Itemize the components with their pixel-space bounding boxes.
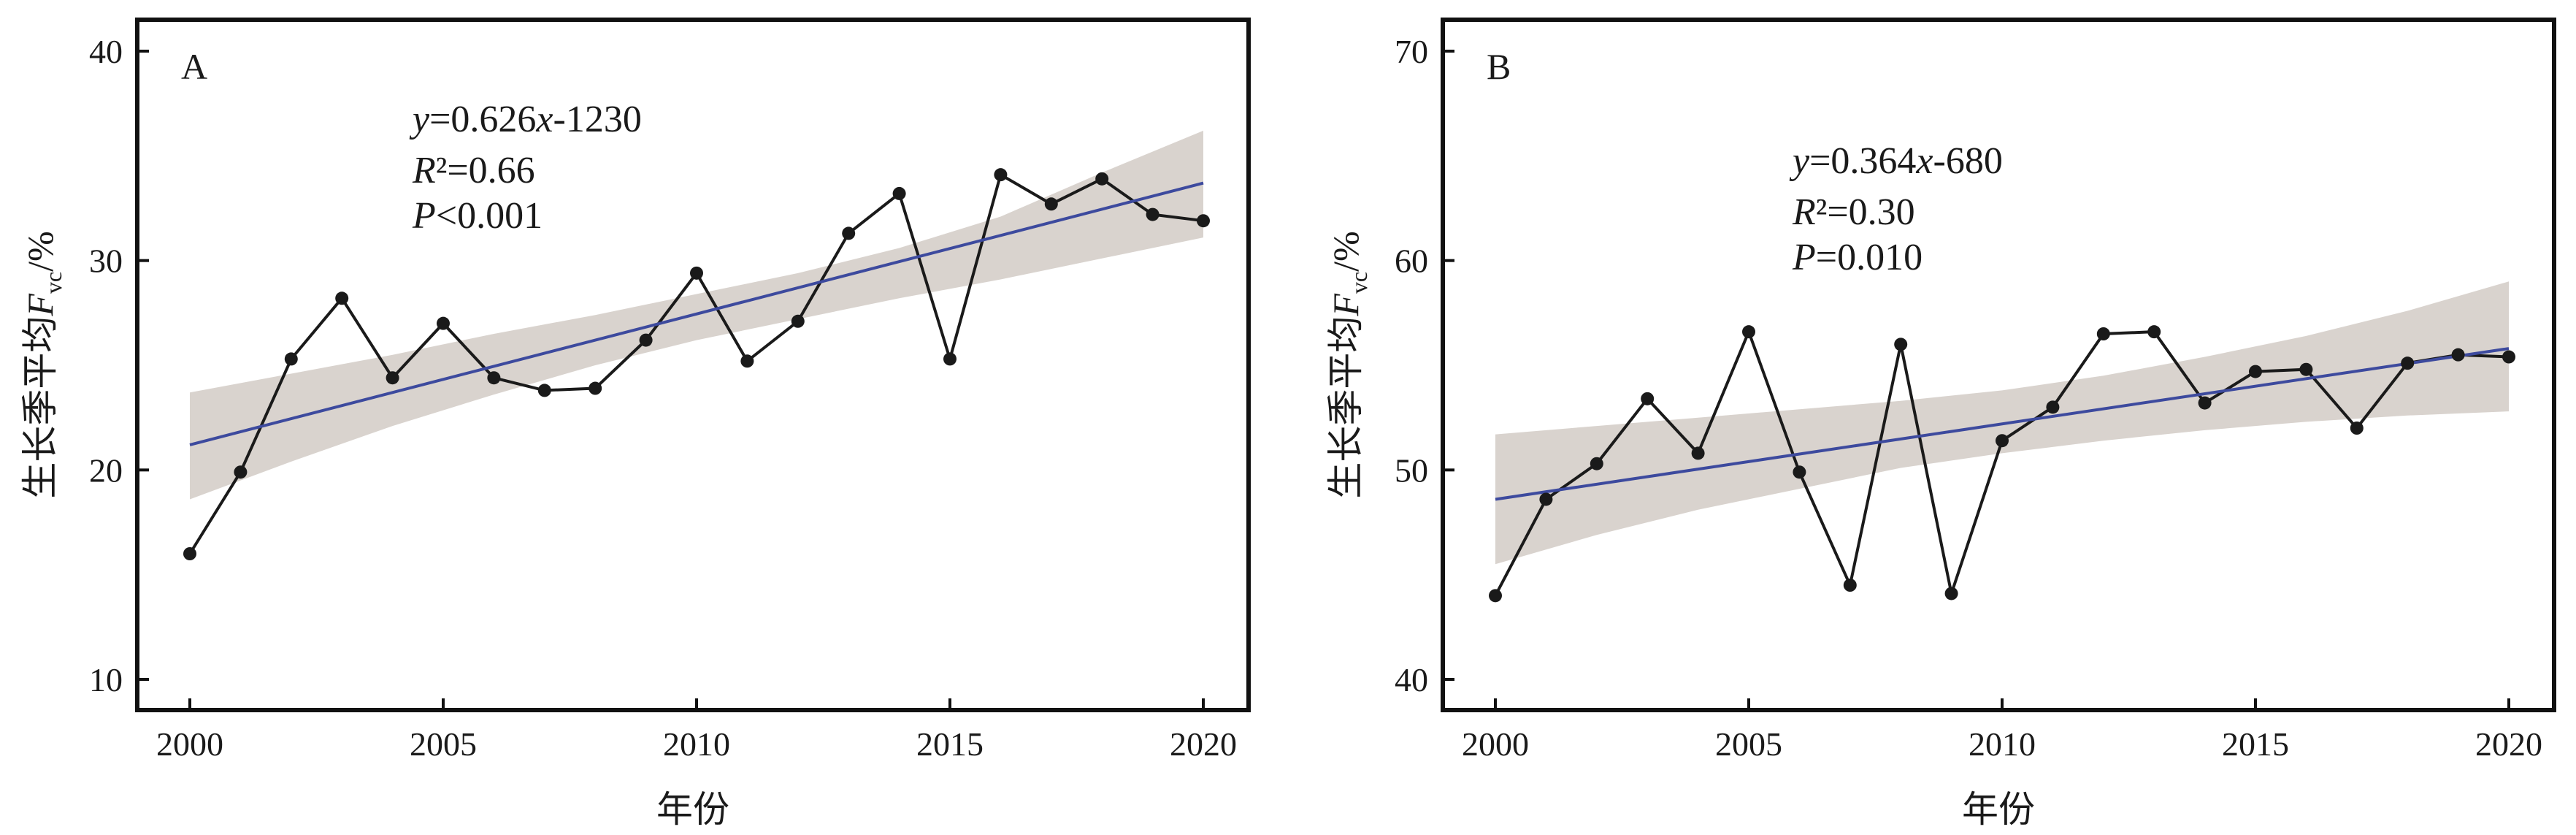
x-axis-title: 年份: [656, 788, 729, 831]
x-tick-label: 2020: [2475, 725, 2542, 763]
x-tick-label: 2010: [1969, 725, 2036, 763]
x-tick-label: 2005: [1715, 725, 1782, 763]
data-point: [943, 352, 957, 366]
plot-frame: [135, 18, 1251, 712]
y-tick-label: 40: [1395, 661, 1428, 698]
data-point: [1843, 579, 1857, 592]
trend-line: [189, 181, 1204, 446]
data-point: [2401, 357, 2415, 370]
data-point: [537, 384, 551, 397]
p-value: P<0.001: [412, 195, 543, 237]
data-point: [690, 266, 703, 280]
data-point: [1197, 214, 1210, 228]
data-point: [1944, 587, 1958, 600]
data-point: [1044, 197, 1058, 211]
data-point: [1590, 457, 1603, 470]
data-point: [740, 354, 754, 368]
y-tick-label: 10: [89, 661, 123, 698]
x-tick-label: 2015: [2222, 725, 2289, 763]
data-point: [1894, 338, 1908, 351]
x-tick-label: 2000: [1462, 725, 1529, 763]
data-point: [1996, 434, 2009, 448]
data-point: [386, 371, 399, 385]
data-point: [1742, 325, 1755, 339]
data-point: [437, 316, 450, 330]
data-point: [1641, 392, 1655, 405]
data-point: [335, 291, 349, 305]
r-squared: R²=0.66: [412, 150, 535, 191]
data-point: [487, 371, 501, 385]
data-point: [2046, 400, 2060, 414]
x-tick-label: 2015: [916, 725, 984, 763]
panel-label: A: [181, 46, 207, 87]
data-point: [2096, 327, 2110, 340]
data-point: [791, 314, 805, 328]
regression-equation: y=0.626x-1230: [409, 99, 642, 140]
data-point: [892, 186, 906, 200]
x-tick-label: 2000: [156, 725, 223, 763]
y-tick-label: 40: [89, 33, 123, 70]
y-axis-title: 生长季平均Fvc/%: [19, 231, 66, 498]
r-squared: R²=0.30: [1792, 191, 1915, 233]
data-point: [284, 352, 298, 366]
data-point: [994, 168, 1008, 182]
data-point: [234, 465, 248, 479]
data-point: [639, 333, 653, 347]
plot-frame: [1441, 18, 2556, 712]
data-point: [842, 226, 856, 240]
data-point: [1691, 446, 1705, 460]
panel-b: 2000 2005 2010 2015 2020 40 50 60 70 B 年份 生长季平均Fvc/…: [1325, 18, 2556, 831]
data-point: [2451, 348, 2465, 362]
y-tick-label: 20: [89, 451, 123, 489]
data-point: [2350, 422, 2364, 435]
data-point: [183, 547, 196, 560]
y-tick-label: 30: [89, 243, 123, 280]
x-tick-label: 2020: [1170, 725, 1237, 763]
panel-a: 2000 2005 2010 2015 2020 10 20 30 40 A 年份 生长季平均Fvc/…: [19, 18, 1251, 831]
data-point: [1146, 207, 1159, 221]
y-tick-label: 50: [1395, 451, 1428, 489]
data-point: [1489, 589, 1502, 603]
data-point: [2502, 350, 2515, 364]
x-axis-title: 年份: [1962, 788, 2035, 831]
y-axis-title: 生长季平均Fvc/%: [1325, 231, 1372, 498]
p-value: P=0.010: [1792, 237, 1923, 278]
data-point: [2198, 396, 2212, 410]
x-tick-label: 2005: [410, 725, 477, 763]
data-point: [1539, 492, 1553, 506]
data-point: [2147, 325, 2161, 339]
data-point: [589, 381, 602, 395]
data-point: [2299, 362, 2313, 376]
data-point: [2249, 365, 2262, 378]
y-tick-label: 70: [1395, 33, 1428, 70]
data-point: [1793, 465, 1806, 479]
x-tick-label: 2010: [663, 725, 730, 763]
data-point: [1095, 172, 1109, 186]
regression-equation: y=0.364x-680: [1789, 140, 2003, 182]
panel-label: B: [1487, 46, 1511, 87]
trend-line: [1495, 347, 2510, 501]
y-tick-label: 60: [1395, 243, 1428, 280]
